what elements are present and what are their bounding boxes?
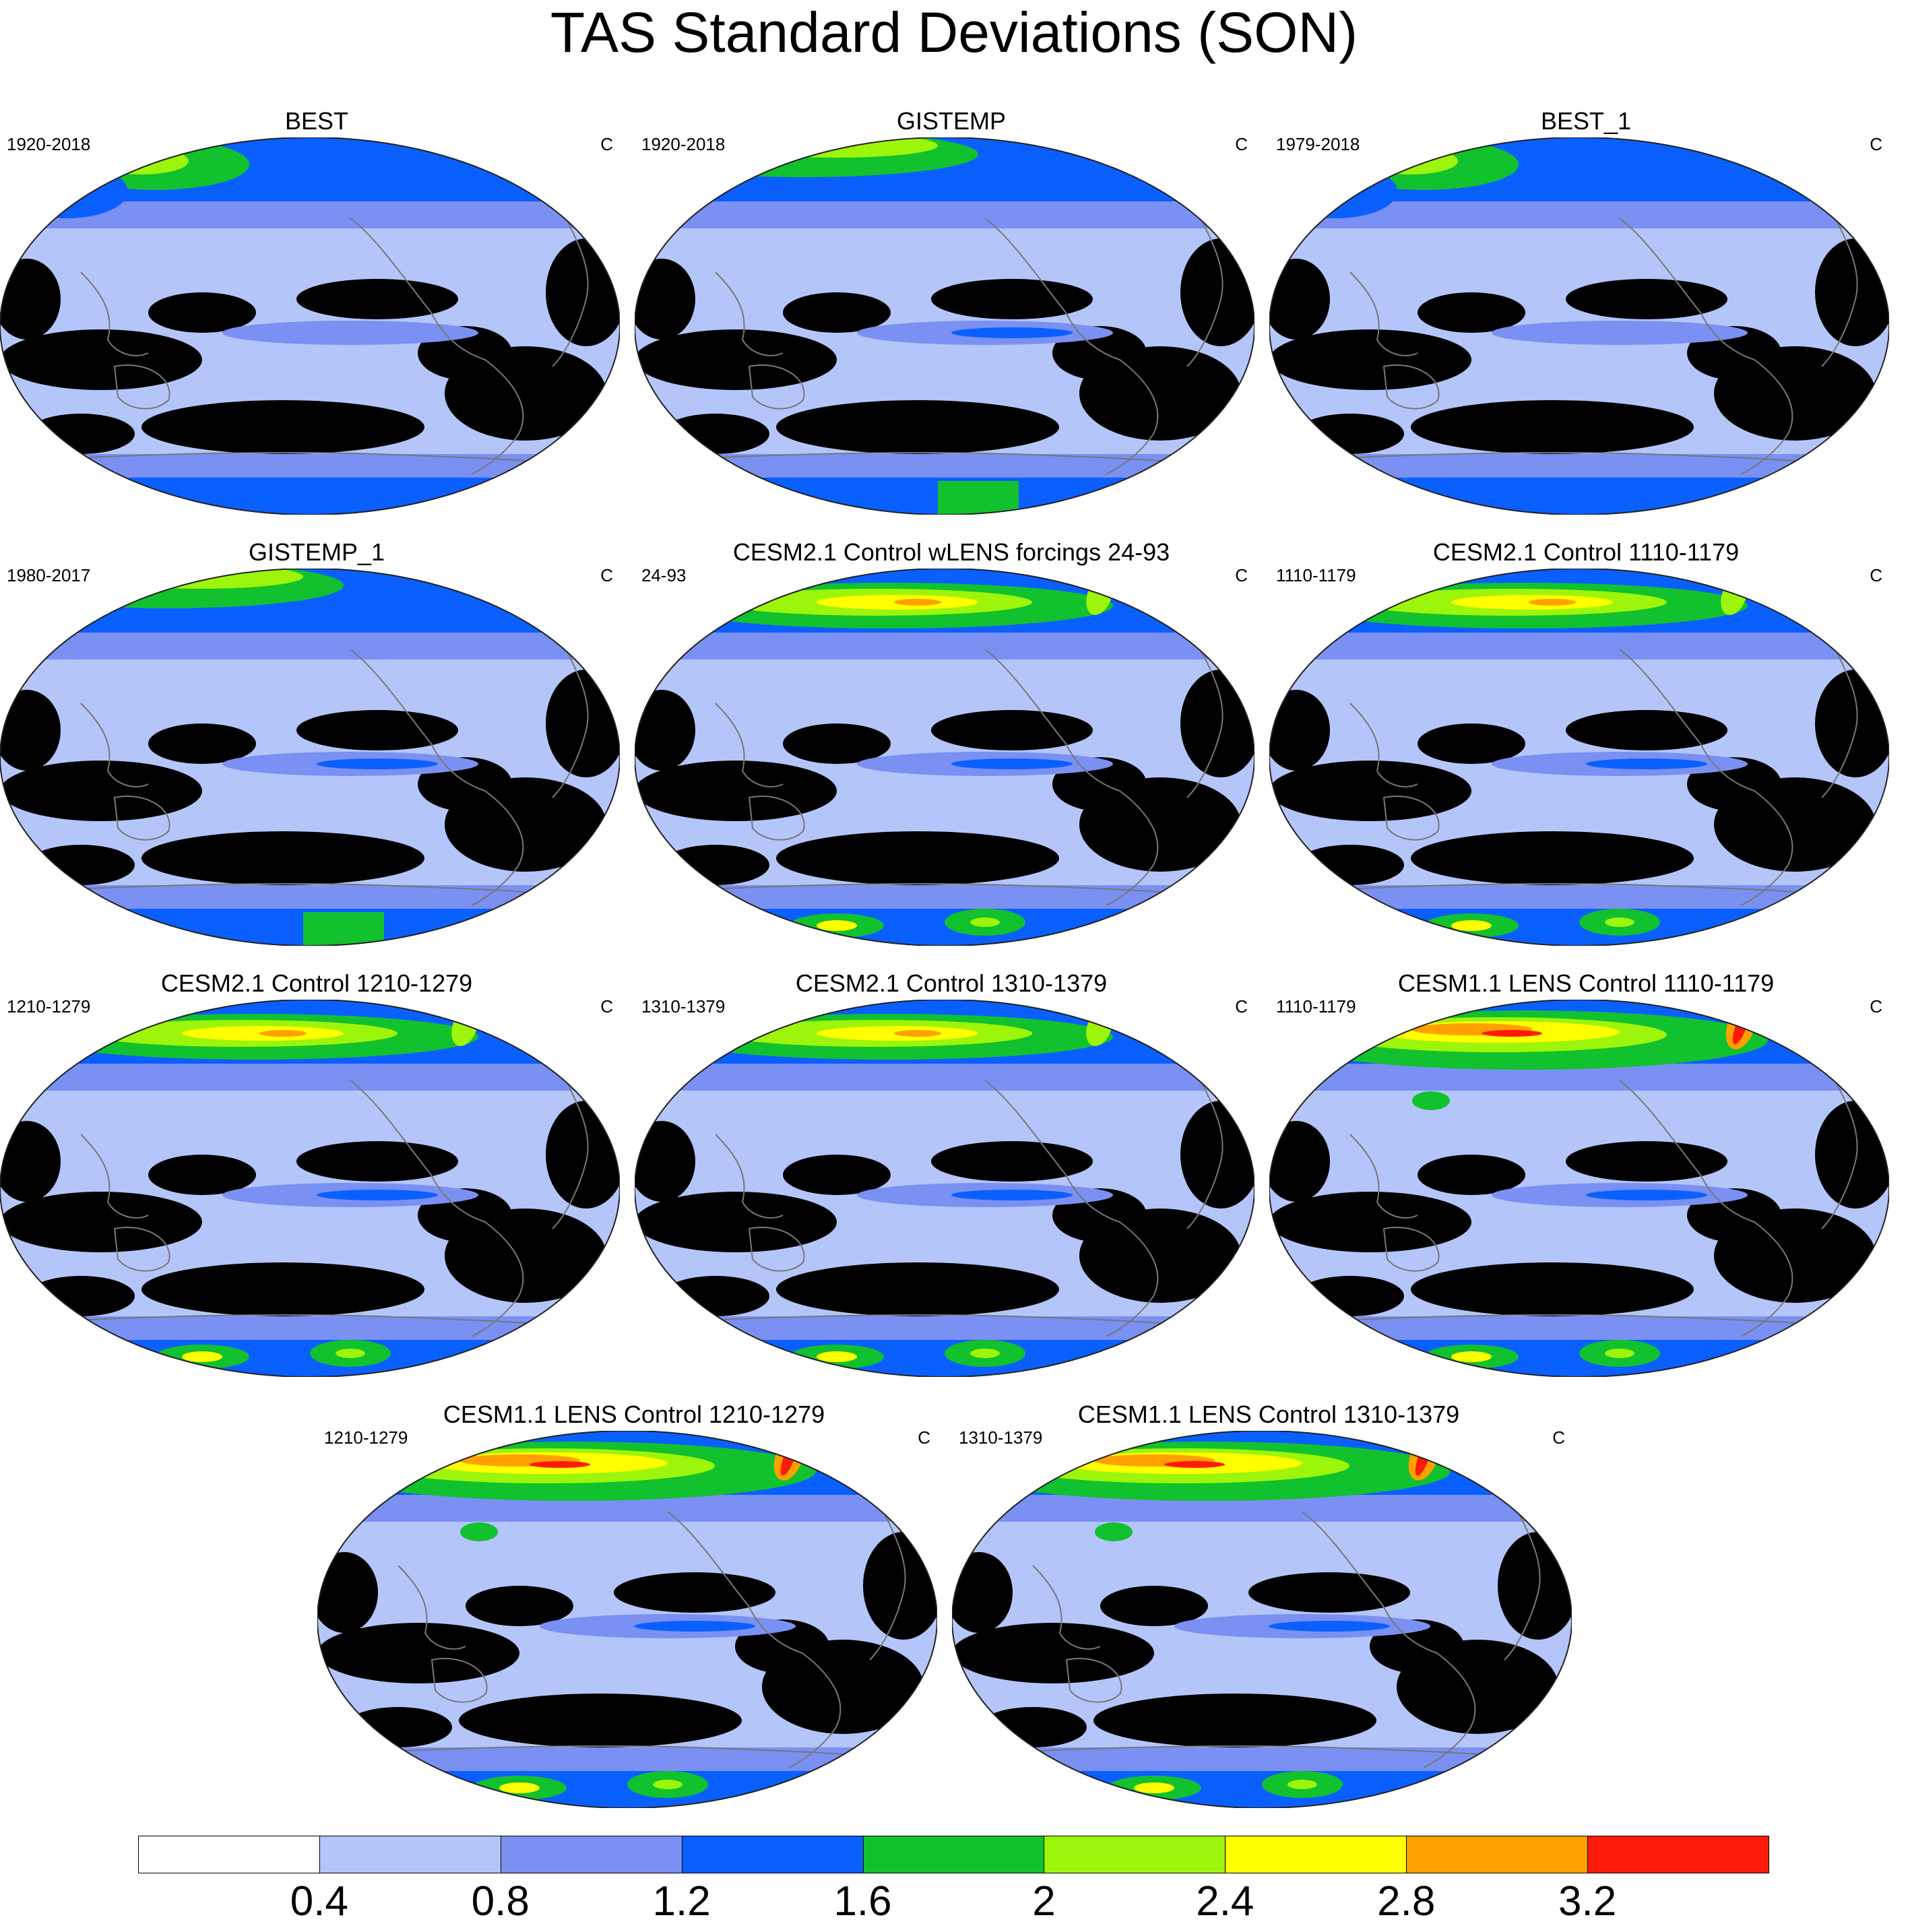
map-panel: CESM1.1 LENS Control 1110-1179 1110-1179 C [1269, 969, 1903, 1394]
panel-period: 24-93 [641, 565, 687, 585]
panel-title: CESM1.1 LENS Control 1110-1179 [1397, 969, 1775, 997]
panel-units: C [600, 134, 613, 154]
panel-period: 1210-1279 [7, 996, 91, 1017]
robinson-map [1269, 1000, 1889, 1377]
panel-period: 1210-1279 [324, 1427, 408, 1448]
map-panel: BEST_1 1979-2018 C [1269, 107, 1903, 532]
panel-period: 1920-2018 [641, 134, 726, 154]
robinson-map [0, 137, 620, 515]
panel-title: CESM1.1 LENS Control 1310-1379 [1077, 1400, 1460, 1428]
map-panel: GISTEMP 1920-2018 C [635, 107, 1268, 532]
robinson-map [1269, 137, 1889, 515]
colorbar-label: 3.2 [1558, 1878, 1617, 1925]
colorbar-box [500, 1836, 682, 1873]
panel-title: CESM2.1 Control 1110-1179 [1432, 538, 1740, 566]
panel-title: BEST [284, 107, 349, 135]
robinson-map [317, 1431, 937, 1808]
map-panel: CESM1.1 LENS Control 1310-1379 1310-1379 C [952, 1400, 1585, 1826]
panel-title: CESM2.1 Control 1210-1279 [160, 969, 473, 997]
panel-units: C [918, 1427, 930, 1448]
colorbar-box [681, 1836, 864, 1873]
panel-title: BEST_1 [1540, 107, 1632, 135]
panel-title: CESM1.1 LENS Control 1210-1279 [443, 1400, 825, 1428]
colorbar-box [1044, 1836, 1226, 1873]
robinson-map [635, 137, 1254, 515]
robinson-map [635, 1000, 1254, 1377]
panel-units: C [1235, 996, 1248, 1017]
map-panel: CESM2.1 Control 1210-1279 1210-1279 C [0, 969, 633, 1394]
map-panel: BEST 1920-2018 C [0, 107, 633, 532]
panel-units: C [1870, 134, 1882, 154]
robinson-map [635, 569, 1254, 946]
colorbar-label: 0.8 [471, 1878, 530, 1925]
panel-title: CESM2.1 Control 1310-1379 [795, 969, 1108, 997]
robinson-map [952, 1431, 1572, 1808]
panel-period: 1110-1179 [1276, 996, 1356, 1017]
panel-period: 1979-2018 [1276, 134, 1360, 154]
colorbar-box [1225, 1836, 1407, 1873]
panel-period: 1310-1379 [959, 1427, 1043, 1448]
robinson-map [0, 569, 620, 946]
panel-period: 1310-1379 [641, 996, 726, 1017]
map-panel: CESM2.1 Control 1110-1179 1110-1179 C [1269, 538, 1903, 963]
panel-units: C [600, 565, 613, 585]
panel-period: 1980-2017 [7, 565, 91, 585]
figure-title: TAS Standard Deviations (SON) [550, 1, 1358, 64]
colorbar-label: 2.4 [1196, 1878, 1254, 1925]
colorbar-box [862, 1836, 1045, 1873]
colorbar-label: 0.4 [290, 1878, 348, 1925]
panel-title: GISTEMP_1 [248, 538, 385, 566]
colorbar-box [1406, 1836, 1589, 1873]
map-panel: CESM1.1 LENS Control 1210-1279 1210-1279 C [317, 1400, 951, 1826]
panel-units: C [1870, 565, 1882, 585]
panel-units: C [1235, 134, 1248, 154]
panel-period: 1110-1179 [1276, 565, 1356, 585]
colorbar-label: 2.8 [1377, 1878, 1436, 1925]
panel-title: CESM2.1 Control wLENS forcings 24-93 [732, 538, 1170, 566]
panel-title: GISTEMP [896, 107, 1007, 135]
colorbar-label: 1.2 [652, 1878, 711, 1925]
robinson-map [1269, 569, 1889, 946]
colorbar-box [319, 1836, 501, 1873]
colorbar-box [1587, 1836, 1769, 1873]
panel-units: C [1552, 1427, 1565, 1448]
panel-units: C [600, 996, 613, 1017]
robinson-map [0, 1000, 620, 1377]
colorbar-label: 2 [1032, 1878, 1056, 1925]
colorbar [138, 1836, 1769, 1875]
panel-units: C [1235, 565, 1248, 585]
map-panel: GISTEMP_1 1980-2017 C [0, 538, 633, 963]
map-panel: CESM2.1 Control 1310-1379 1310-1379 C [635, 969, 1268, 1394]
panel-units: C [1870, 996, 1882, 1017]
colorbar-box [138, 1836, 320, 1873]
panel-period: 1920-2018 [7, 134, 91, 154]
colorbar-label: 1.6 [833, 1878, 892, 1925]
map-panel: CESM2.1 Control wLENS forcings 24-93 24-9… [635, 538, 1268, 963]
